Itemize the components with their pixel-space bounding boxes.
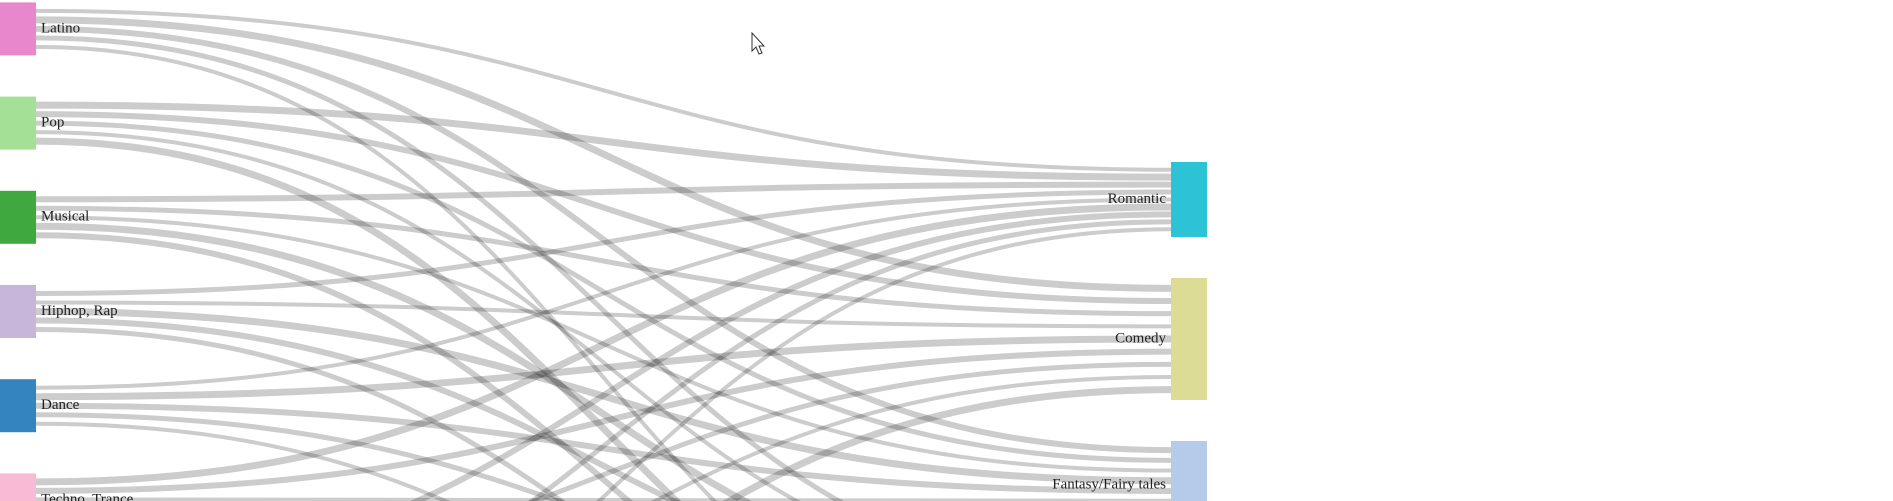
left-node-label: Musical: [41, 209, 89, 225]
link: [35, 317, 681, 501]
link: [35, 215, 1172, 473]
nodes: Latino Pop Musical Hiphop, Rap Dance Techno, …: [0, 2, 1207, 501]
link: [35, 335, 1172, 401]
link: [35, 25, 1172, 454]
link: [35, 197, 1172, 390]
link: [35, 181, 1172, 203]
left-node: [0, 379, 36, 433]
left-node-label: Pop: [41, 115, 64, 131]
link: [35, 300, 1172, 329]
link: [35, 8, 1172, 172]
link: [35, 421, 451, 501]
right-node-label: Comedy: [1115, 330, 1166, 346]
link: [35, 16, 1172, 292]
link: [35, 189, 1172, 296]
link: [527, 361, 1172, 501]
link: [650, 375, 1172, 501]
link: [409, 211, 1172, 501]
right-node-label: Fantasy/Fairy tales: [1052, 476, 1166, 492]
link: [722, 386, 1172, 501]
right-node: [1171, 278, 1207, 400]
left-node: [0, 285, 36, 338]
link: [35, 120, 1172, 463]
link: [35, 232, 633, 501]
links: [35, 8, 1172, 501]
left-node-label: Dance: [41, 397, 80, 413]
left-node-label: Hiphop, Rap: [41, 303, 118, 319]
left-node: [0, 2, 36, 56]
link: [35, 327, 566, 501]
mouse-cursor: [751, 31, 766, 55]
link: [35, 308, 1172, 485]
link: [528, 219, 1172, 501]
link: [35, 222, 752, 501]
left-node-label: Techno, Trance: [41, 491, 134, 501]
left-node: [0, 96, 36, 150]
link: [35, 203, 1172, 486]
link: [35, 348, 1172, 494]
left-node-label: Latino: [41, 20, 80, 36]
right-node: [1171, 162, 1207, 237]
link: [35, 412, 566, 501]
link: [596, 227, 1172, 501]
link: [35, 101, 1172, 181]
right-node-label: Romantic: [1108, 191, 1167, 207]
left-node: [0, 473, 36, 501]
link: [35, 130, 801, 501]
link: [35, 111, 1172, 304]
link: [35, 137, 682, 501]
link: [35, 44, 718, 501]
link: [35, 35, 844, 501]
link: [35, 402, 1172, 494]
right-node: [1171, 441, 1207, 501]
left-node: [0, 190, 36, 244]
link: [35, 205, 1172, 317]
